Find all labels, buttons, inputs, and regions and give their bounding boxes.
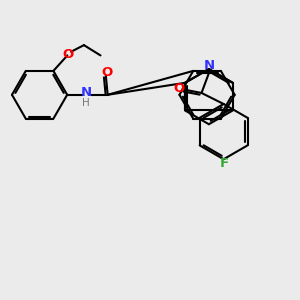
Text: F: F	[220, 158, 229, 170]
Text: N: N	[81, 86, 92, 100]
Text: O: O	[173, 82, 184, 95]
Text: O: O	[101, 66, 112, 79]
Text: O: O	[63, 48, 74, 61]
Text: H: H	[82, 98, 90, 108]
Text: N: N	[204, 59, 215, 72]
